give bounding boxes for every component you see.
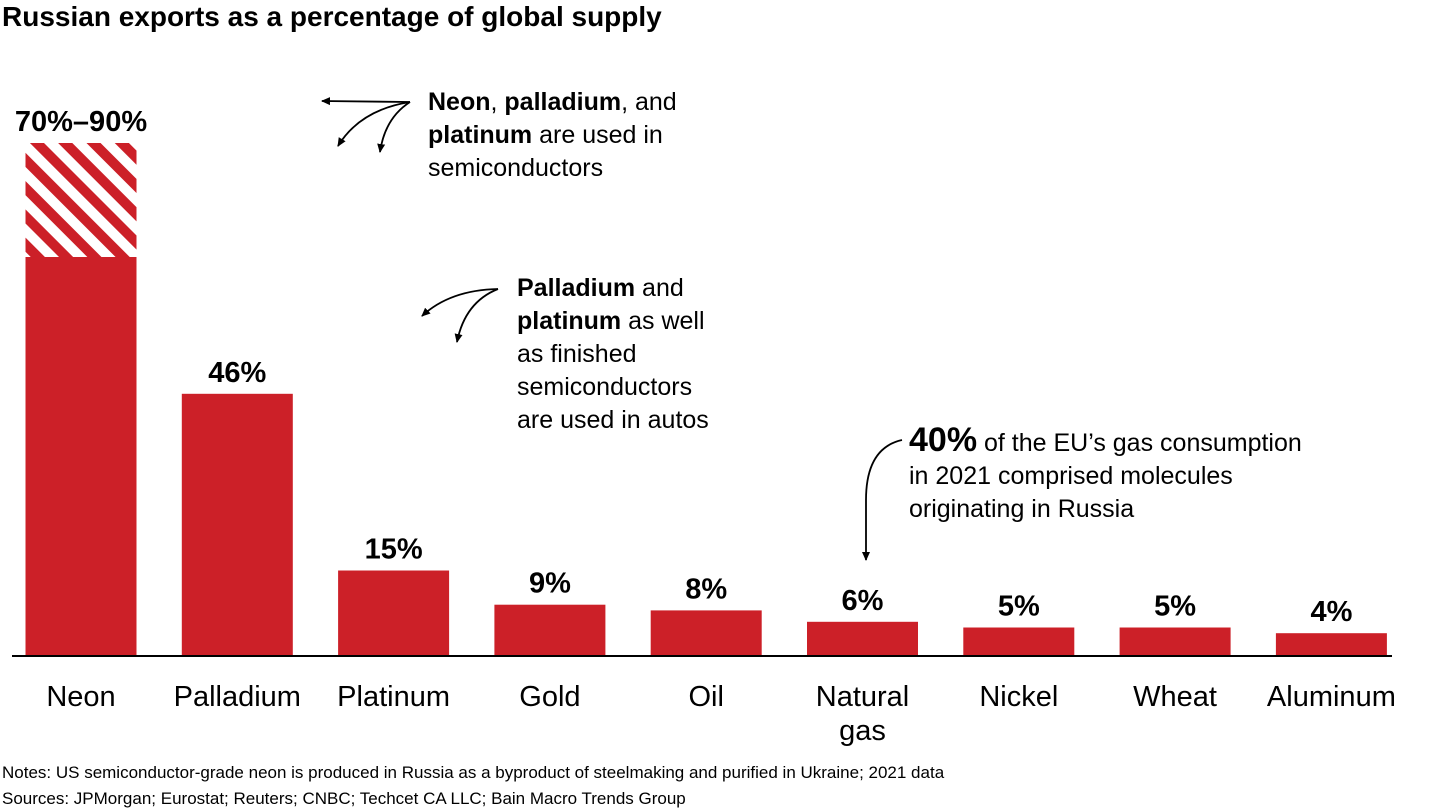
bar-palladium [181, 393, 293, 656]
bar-range-neon [25, 143, 137, 257]
annotation-gas: 40% of the EU’s gas consumption in 2021 … [909, 421, 1302, 526]
x-tick-label-aluminum: Aluminum [1267, 681, 1396, 713]
x-tick-label-oil: Oil [688, 681, 723, 713]
data-label-natural-gas: 6% [842, 585, 884, 617]
bar-wheat [1119, 627, 1231, 656]
ann-text: semiconductors [428, 154, 604, 182]
data-label-gold: 9% [529, 568, 571, 600]
x-tick-label-nickel: Nickel [979, 681, 1058, 713]
ann-text: , and [621, 88, 677, 116]
notes-text: Notes: US semiconductor-grade neon is pr… [2, 763, 945, 782]
data-label-platinum: 15% [365, 534, 423, 566]
ann-platinum: platinum [428, 121, 533, 149]
ann-text: , [490, 88, 505, 116]
data-label-nickel: 5% [998, 591, 1040, 623]
annotation-semiconductors: Neon, palladium, and platinum are used i… [428, 86, 677, 185]
arrow-semiconductors-3 [377, 101, 411, 153]
bar-nickel [963, 627, 1075, 656]
ann-gas-percent: 40% [909, 421, 978, 459]
ann-text: semiconductors [517, 373, 693, 401]
ann-text: are used in autos [517, 406, 709, 434]
x-tick-label-gold: Gold [519, 681, 580, 713]
ann-palladium: Palladium [517, 274, 636, 302]
arrow-gas [862, 439, 903, 561]
ann-text: as finished [517, 340, 637, 368]
arrow-autos-1 [421, 288, 499, 317]
x-tick-label-platinum: Platinum [337, 681, 450, 713]
ann-text: in 2021 comprised molecules [909, 462, 1233, 490]
ann-platinum: platinum [517, 307, 622, 335]
data-label-aluminum: 4% [1310, 596, 1352, 628]
bar-chart: 70%–90%46%15%9% 8% 6% 5% 5% 4% Neon Palladium P… [12, 97, 1396, 747]
data-label-wheat: 5% [1154, 591, 1196, 623]
bar-gold [494, 604, 606, 656]
data-label-oil: 8% [685, 573, 727, 605]
x-tick-label-neon: Neon [46, 681, 115, 713]
bar-platinum [338, 570, 450, 656]
bar-oil [650, 610, 762, 656]
arrow-autos-2 [454, 288, 499, 343]
ann-text: are used in [532, 121, 663, 149]
bar-neon [25, 257, 137, 656]
bar-natural-gas [807, 621, 918, 656]
x-tick-label-natural-gas: Natural gas [816, 681, 910, 747]
x-tick-label-wheat: Wheat [1133, 681, 1217, 713]
ann-text: and [635, 274, 684, 302]
sources-text: Sources: JPMorgan; Eurostat; Reuters; CN… [2, 789, 686, 808]
arrow-semiconductors-1 [321, 97, 411, 106]
ann-text: originating in Russia [909, 495, 1135, 523]
data-label-neon: 70%–90% [15, 106, 147, 138]
x-tick-label-palladium: Palladium [174, 681, 301, 713]
ann-text: as well [621, 307, 705, 335]
chart-title: Russian exports as a percentage of globa… [2, 1, 662, 32]
bar-aluminum [1275, 633, 1387, 656]
arrow-semiconductors-2 [337, 101, 411, 147]
ann-text: of the EU’s gas consumption [977, 429, 1302, 457]
footnotes: Notes: US semiconductor-grade neon is pr… [2, 760, 944, 812]
ann-palladium: palladium [504, 88, 622, 116]
annotation-autos: Palladium and platinum as well as finish… [517, 272, 709, 437]
data-label-palladium: 46% [208, 357, 266, 389]
ann-neon: Neon [428, 88, 491, 116]
